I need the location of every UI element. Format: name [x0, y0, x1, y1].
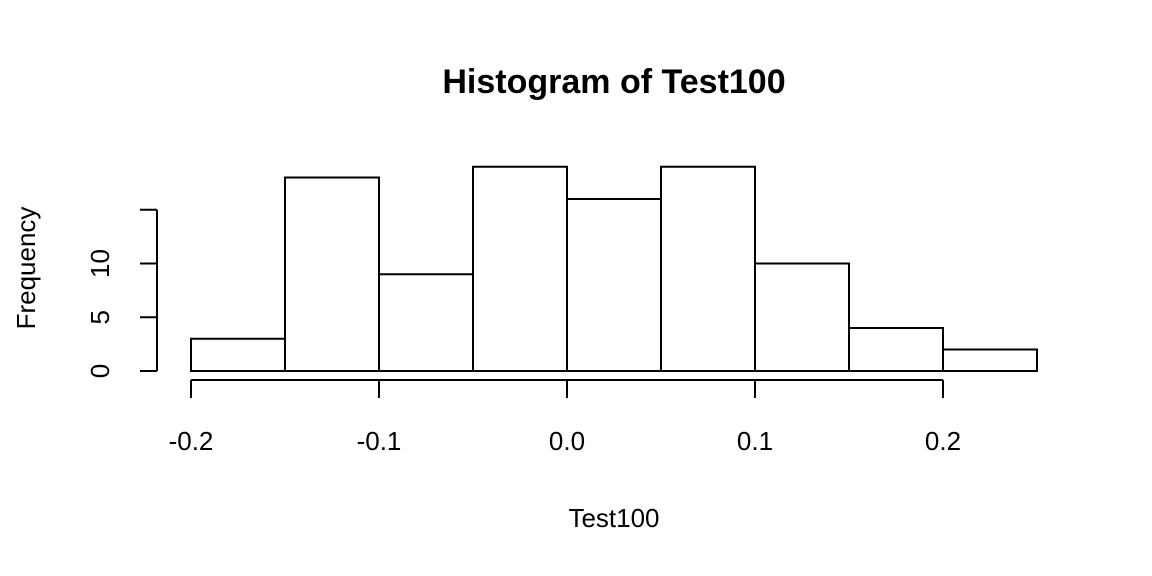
y-axis: 0 5 10 — [85, 208, 158, 378]
x-tick-label: 0.2 — [925, 426, 961, 456]
y-axis-label: Frequency — [11, 207, 41, 330]
histogram-bar — [754, 262, 850, 372]
x-tick-label: -0.1 — [357, 426, 402, 456]
x-tick-label: -0.2 — [169, 426, 214, 456]
chart-title: Histogram of Test100 — [442, 63, 785, 101]
histogram-bar — [472, 165, 568, 372]
x-tick-label: 0.0 — [549, 426, 585, 456]
y-tick-label: 10 — [85, 249, 115, 278]
histogram-bar — [942, 348, 1038, 372]
histogram-bar — [660, 165, 756, 372]
x-axis-label: Test100 — [568, 503, 659, 533]
bars-group — [190, 165, 1038, 372]
histogram-bar — [378, 273, 474, 372]
histogram-bar — [284, 176, 380, 372]
y-tick-label: 0 — [85, 364, 115, 378]
histogram-bar — [190, 337, 286, 372]
histogram-bar — [848, 327, 944, 372]
y-tick-label: 5 — [85, 310, 115, 324]
x-axis: -0.2 -0.1 0.0 0.1 0.2 — [169, 379, 961, 456]
x-tick-label: 0.1 — [737, 426, 773, 456]
histogram-bar — [566, 198, 662, 372]
